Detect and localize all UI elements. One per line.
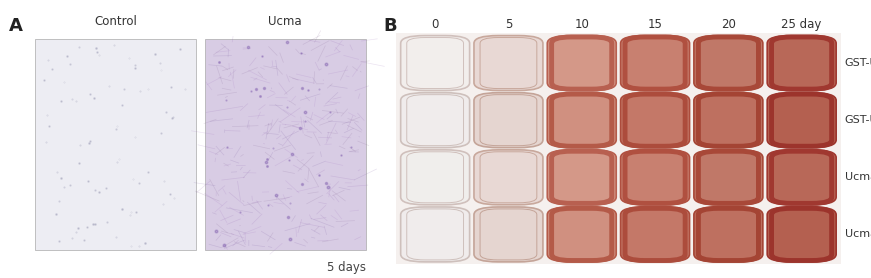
Text: 5 days: 5 days bbox=[327, 261, 366, 274]
FancyBboxPatch shape bbox=[401, 36, 469, 91]
Text: Ucma: Ucma bbox=[845, 229, 871, 239]
FancyBboxPatch shape bbox=[767, 36, 836, 91]
FancyBboxPatch shape bbox=[620, 36, 690, 91]
FancyBboxPatch shape bbox=[474, 207, 543, 262]
FancyBboxPatch shape bbox=[547, 150, 617, 205]
Text: B: B bbox=[383, 17, 397, 35]
Text: A: A bbox=[9, 17, 23, 35]
FancyBboxPatch shape bbox=[694, 93, 763, 148]
FancyBboxPatch shape bbox=[767, 150, 836, 205]
FancyBboxPatch shape bbox=[620, 150, 690, 205]
FancyBboxPatch shape bbox=[620, 207, 690, 262]
Text: 25 day: 25 day bbox=[781, 18, 822, 31]
FancyBboxPatch shape bbox=[767, 93, 836, 148]
FancyBboxPatch shape bbox=[474, 150, 543, 205]
FancyBboxPatch shape bbox=[547, 36, 617, 91]
FancyBboxPatch shape bbox=[401, 150, 469, 205]
Text: 10: 10 bbox=[574, 18, 589, 31]
Bar bbox=[205, 39, 366, 250]
Text: Control: Control bbox=[94, 15, 137, 28]
Text: 20: 20 bbox=[721, 18, 736, 31]
Text: Ucma: Ucma bbox=[268, 15, 302, 28]
Bar bbox=[35, 39, 196, 250]
Text: 5: 5 bbox=[505, 18, 512, 31]
FancyBboxPatch shape bbox=[767, 207, 836, 262]
Bar bbox=[396, 33, 841, 264]
FancyBboxPatch shape bbox=[620, 93, 690, 148]
FancyBboxPatch shape bbox=[547, 93, 617, 148]
Text: GST-Ucma: GST-Ucma bbox=[845, 115, 871, 125]
Text: 15: 15 bbox=[648, 18, 663, 31]
FancyBboxPatch shape bbox=[694, 36, 763, 91]
FancyBboxPatch shape bbox=[401, 93, 469, 148]
FancyBboxPatch shape bbox=[474, 36, 543, 91]
FancyBboxPatch shape bbox=[694, 207, 763, 262]
FancyBboxPatch shape bbox=[547, 207, 617, 262]
Text: 0: 0 bbox=[431, 18, 439, 31]
Text: Ucma: Ucma bbox=[845, 172, 871, 182]
FancyBboxPatch shape bbox=[694, 150, 763, 205]
FancyBboxPatch shape bbox=[401, 207, 469, 262]
FancyBboxPatch shape bbox=[474, 93, 543, 148]
Text: GST-Ucma: GST-Ucma bbox=[845, 58, 871, 68]
